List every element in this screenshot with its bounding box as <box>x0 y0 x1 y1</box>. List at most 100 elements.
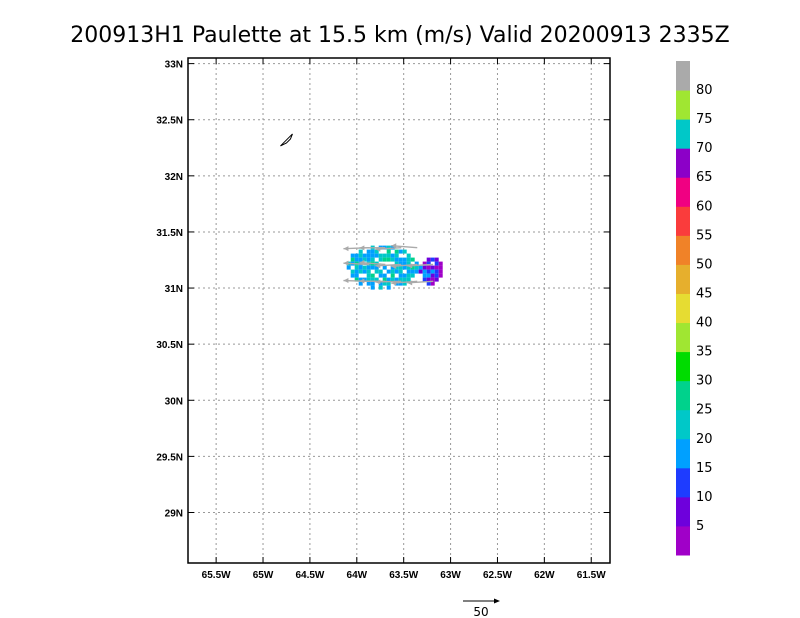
wind-cell <box>362 269 367 274</box>
wind-cell <box>382 277 387 282</box>
wind-cell <box>374 253 379 258</box>
x-tick-label: 63W <box>440 570 461 581</box>
colorbar-swatch <box>676 496 690 527</box>
wind-cell <box>406 265 411 270</box>
wind-cell <box>418 265 423 270</box>
colorbar-swatch <box>676 177 690 207</box>
wind-cell <box>382 281 387 286</box>
wind-cell <box>354 277 359 282</box>
wind-cell <box>350 273 355 278</box>
reference-vector-label: 50 <box>473 605 488 618</box>
map-plot-area: 65.5W 65W 64.5W 64W 63.5W 63W 62.5W 62W 61.5W 33N… <box>156 57 611 581</box>
wind-cell <box>378 269 383 274</box>
wind-cell <box>366 281 371 286</box>
wind-cell <box>358 249 363 254</box>
wind-cell <box>434 269 439 274</box>
wind-cell <box>398 265 403 270</box>
wind-cell <box>434 265 439 270</box>
wind-cell <box>366 257 371 262</box>
wind-cell <box>438 273 443 278</box>
wind-cell <box>430 281 435 286</box>
wind-cell <box>378 257 383 262</box>
wind-cell <box>374 277 379 282</box>
wind-cell <box>382 273 387 278</box>
wind-cell <box>362 257 367 262</box>
y-tick-label: 30.5N <box>156 340 183 351</box>
wind-cell <box>414 265 419 270</box>
wind-cell <box>394 269 399 274</box>
wind-cell <box>374 249 379 254</box>
reference-vector-head <box>494 598 500 604</box>
wind-cell <box>394 281 399 286</box>
colorbar-swatch <box>676 90 690 120</box>
colorbar-swatch <box>676 293 690 324</box>
reference-vector: 50 <box>463 598 500 618</box>
colorbar-label: 10 <box>696 490 713 505</box>
colorbar-swatch <box>676 438 690 469</box>
colorbar-label: 30 <box>696 374 713 389</box>
wind-cell <box>366 253 371 258</box>
wind-cell <box>390 257 395 262</box>
wind-vector-head <box>375 279 381 285</box>
wind-cell <box>430 269 435 274</box>
wind-cell <box>382 265 387 270</box>
colorbar-swatch <box>676 264 690 294</box>
colorbar-swatch <box>676 525 690 556</box>
y-tick-label: 32.5N <box>156 116 183 127</box>
wind-cell <box>362 253 367 258</box>
wind-cell <box>366 249 371 254</box>
wind-cell <box>386 253 391 258</box>
wind-vector-head <box>375 246 381 252</box>
wind-cell <box>390 253 395 258</box>
colorbar-label: 60 <box>696 199 713 214</box>
wind-cell <box>386 277 391 282</box>
x-tick-label: 64.5W <box>295 570 324 581</box>
wind-cell <box>426 273 431 278</box>
wind-cell <box>406 273 411 278</box>
wind-cell <box>386 285 391 290</box>
wind-vectors <box>343 243 434 286</box>
wind-cell <box>426 261 431 266</box>
wind-cell <box>434 257 439 262</box>
y-tick-label: 31.5N <box>156 228 183 239</box>
colorbar-label: 20 <box>696 432 713 447</box>
wind-cell <box>394 249 399 254</box>
colorbar-swatch <box>676 235 690 265</box>
colorbar-swatch <box>676 351 690 382</box>
plot-frame <box>187 57 611 564</box>
wind-cell <box>378 253 383 258</box>
wind-cell <box>354 273 359 278</box>
colorbar-swatch <box>676 380 690 411</box>
wind-cell <box>402 273 407 278</box>
wind-cell <box>438 265 443 270</box>
wind-cell <box>362 265 367 270</box>
wind-cell <box>358 265 363 270</box>
wind-cell <box>358 257 363 262</box>
wind-cell <box>386 281 391 286</box>
wind-cell <box>410 257 415 262</box>
wind-cell <box>406 257 411 262</box>
colorbar-label: 45 <box>696 287 713 302</box>
wind-cell <box>410 273 415 278</box>
x-tick-label: 63.5W <box>389 570 418 581</box>
wind-cell <box>422 277 427 282</box>
wind-vector-head <box>359 245 365 251</box>
wind-cell <box>402 261 407 266</box>
x-tick-label: 65.5W <box>202 570 231 581</box>
x-tick-label: 61.5W <box>577 570 606 581</box>
colorbar-label: 55 <box>696 228 713 243</box>
colorbar-label: 75 <box>696 112 713 127</box>
wind-cell <box>422 265 427 270</box>
wind-cell <box>398 281 403 286</box>
wind-cell <box>398 261 403 266</box>
wind-cell <box>410 265 415 270</box>
wind-cell <box>426 265 431 270</box>
wind-cell <box>390 277 395 282</box>
wind-cell <box>406 277 411 282</box>
wind-cell <box>370 285 375 290</box>
wind-cell <box>362 277 367 282</box>
colorbar-swatch <box>676 322 690 353</box>
wind-cell <box>402 265 407 270</box>
y-tick-label: 33N <box>165 60 183 71</box>
wind-cell <box>370 249 375 254</box>
